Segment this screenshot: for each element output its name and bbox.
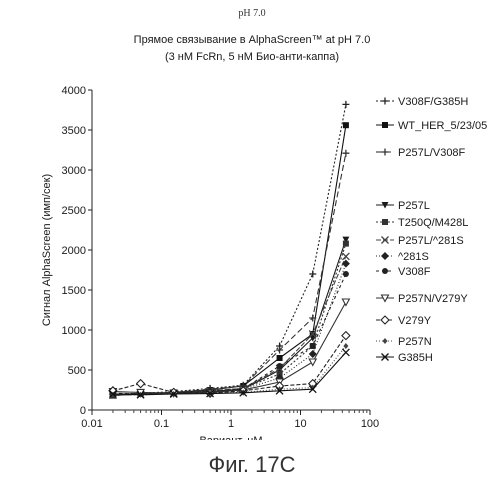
series-line (113, 240, 346, 394)
series-line (113, 256, 346, 395)
legend-marker (382, 268, 388, 274)
legend-label: P257L/^281S (398, 235, 464, 247)
y-tick-label: 2500 (62, 205, 86, 217)
y-tick-label: 3500 (62, 125, 86, 137)
x-tick-label: 10 (294, 418, 306, 430)
data-point (343, 271, 349, 277)
data-point (309, 271, 316, 278)
data-point (277, 363, 283, 369)
legend-label: P257L (398, 200, 430, 212)
x-tick-label: 100 (361, 418, 379, 430)
x-tick-label: 0.1 (154, 418, 169, 430)
data-point (343, 241, 349, 247)
legend-label: G385H (398, 352, 433, 364)
line-chart: 0 500 1000 1500 2000 2500 3000 3500 4000 0.01 0.1 1… (0, 0, 504, 440)
data-point (342, 101, 349, 108)
legend-marker (382, 219, 388, 225)
legend-label: WT_HER_5/23/05 (398, 120, 487, 132)
data-point (342, 299, 349, 306)
figure-label: Фиг. 17C (0, 452, 504, 478)
y-tick-label: 500 (68, 365, 86, 377)
data-point (342, 260, 350, 268)
legend-label: V308F (398, 266, 431, 278)
data-point (342, 253, 349, 260)
legend-label: P257N (398, 336, 432, 348)
legend-label: ^281S (398, 251, 429, 263)
data-point (137, 380, 145, 388)
data-point (342, 349, 349, 356)
y-tick-label: 0 (80, 405, 86, 417)
legend-label: V279Y (398, 315, 432, 327)
data-point (343, 122, 349, 128)
y-tick-label: 1500 (62, 285, 86, 297)
data-point (277, 355, 283, 361)
legend-label: V308F/G385H (398, 96, 468, 108)
data-point (309, 359, 316, 366)
y-axis-label: Сигнал AlphaScreen (имп/сек) (41, 174, 53, 326)
legend-marker (382, 98, 389, 105)
y-tick-label: 4000 (62, 85, 86, 97)
x-axis-label: Вариант, нМ (199, 435, 262, 440)
legend-marker (383, 338, 388, 344)
legend-marker (382, 122, 388, 128)
legend-label: T250Q/M428L (398, 217, 468, 229)
y-tick-label: 2000 (62, 245, 86, 257)
legend-marker (381, 316, 389, 324)
legend-label: P257L/V308F (398, 147, 466, 159)
data-point (310, 343, 316, 349)
x-tick-label: 0.01 (81, 418, 102, 430)
legend-label: P257N/V279Y (398, 293, 468, 305)
data-point (342, 150, 349, 157)
y-tick-label: 3000 (62, 165, 86, 177)
series-line (113, 264, 346, 394)
y-tick-label: 1000 (62, 325, 86, 337)
data-point (342, 332, 350, 340)
x-tick-label: 1 (228, 418, 234, 430)
series-line (113, 104, 346, 394)
legend-marker (382, 149, 389, 156)
data-point (343, 343, 348, 349)
legend-marker (381, 252, 389, 260)
